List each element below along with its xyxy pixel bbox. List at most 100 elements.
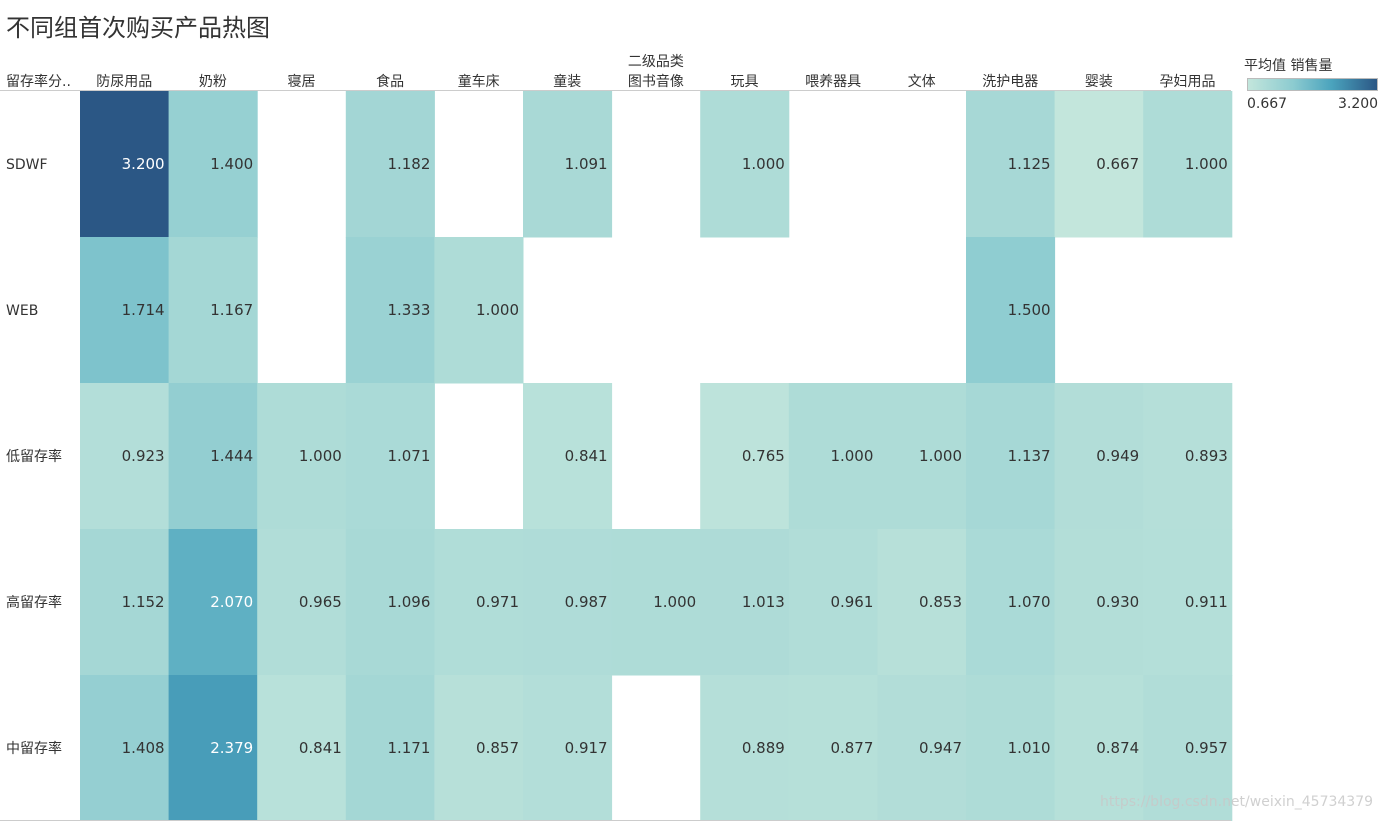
- row-label: 中留存率: [6, 740, 62, 757]
- heatmap-cell: [1143, 383, 1233, 530]
- cell-value-label: 0.930: [1096, 593, 1139, 611]
- heatmap-cell: [523, 91, 613, 238]
- heatmap-cell: [700, 91, 790, 238]
- heatmap-cell: [700, 675, 790, 821]
- cell-value-label: 1.137: [1008, 447, 1051, 465]
- column-label: 婴装: [1085, 74, 1113, 90]
- heatmap-cell: [80, 529, 170, 676]
- column-label: 喂养器具: [805, 74, 861, 90]
- column-label: 玩具: [731, 74, 759, 90]
- cell-value-label: 0.841: [565, 447, 608, 465]
- column-label: 孕妇用品: [1160, 73, 1216, 90]
- heatmap-cell: [434, 237, 524, 384]
- cell-value-label: 0.917: [565, 739, 608, 757]
- cell-value-label: 1.000: [1185, 155, 1228, 173]
- cell-value-label: 0.965: [299, 593, 342, 611]
- cell-value-label: 2.070: [210, 593, 253, 611]
- heatmap-cell: [168, 529, 258, 676]
- cell-value-label: 1.000: [742, 155, 785, 173]
- legend-color-ramp: [1247, 78, 1378, 91]
- cell-value-label: 1.152: [122, 593, 165, 611]
- cell-value-label: 0.893: [1185, 447, 1228, 465]
- cell-value-label: 0.765: [742, 447, 785, 465]
- row-label: 低留存率: [6, 448, 62, 465]
- legend-max-label: 3.200: [1338, 96, 1379, 112]
- heatmap-cell: [966, 383, 1056, 530]
- heatmap-cell: [434, 675, 524, 821]
- heatmap-cell: [345, 383, 435, 530]
- heatmap-cell: [523, 529, 613, 676]
- heatmap-cell: [345, 675, 435, 821]
- row-label: 高留存率: [6, 594, 62, 611]
- heatmap-cell: [1054, 383, 1144, 530]
- cell-value-label: 1.000: [653, 593, 696, 611]
- cell-value-label: 0.961: [830, 593, 873, 611]
- column-group-header: 二级品类: [628, 54, 684, 70]
- row-header-label: 留存率分..: [6, 73, 71, 90]
- cell-value-label: 3.200: [122, 155, 165, 173]
- cell-value-label: 1.096: [387, 593, 430, 611]
- cell-value-label: 0.947: [919, 739, 962, 757]
- cell-value-label: 1.000: [919, 447, 962, 465]
- cell-value-label: 0.853: [919, 593, 962, 611]
- heatmap-cell: [80, 383, 170, 530]
- cell-value-label: 1.125: [1008, 155, 1051, 173]
- column-label: 童车床: [458, 73, 500, 90]
- heatmap-cell: [1054, 529, 1144, 676]
- cell-value-label: 0.889: [742, 739, 785, 757]
- cell-value-label: 0.857: [476, 739, 519, 757]
- cell-value-label: 1.000: [830, 447, 873, 465]
- cell-value-label: 0.911: [1185, 593, 1228, 611]
- column-label: 洗护电器: [982, 74, 1038, 90]
- heatmap-cell: [788, 529, 878, 676]
- heatmap-cell: [80, 91, 170, 238]
- cell-value-label: 1.714: [122, 301, 165, 319]
- heatmap-cell: [168, 383, 258, 530]
- cell-value-label: 1.333: [387, 301, 430, 319]
- cell-value-label: 0.957: [1185, 739, 1228, 757]
- heatmap-cell: [788, 675, 878, 821]
- heatmap-cell: [523, 383, 613, 530]
- heatmap-cell: [168, 237, 258, 384]
- column-label: 图书音像: [628, 73, 684, 90]
- column-label: 寝居: [288, 73, 316, 90]
- cell-value-label: 1.013: [742, 593, 785, 611]
- cell-value-label: 1.010: [1008, 739, 1051, 757]
- heatmap-cell: [966, 675, 1056, 821]
- row-label: WEB: [6, 303, 38, 319]
- heatmap-cell: [1143, 91, 1233, 238]
- heatmap-cell: [877, 529, 967, 676]
- cell-value-label: 1.444: [210, 447, 253, 465]
- heatmap-cell: [966, 91, 1056, 238]
- heatmap-cell: [257, 383, 347, 530]
- heatmap-cell: [1054, 91, 1144, 238]
- legend-min-label: 0.667: [1247, 96, 1288, 112]
- heatmap-cell: [966, 529, 1056, 676]
- cell-value-label: 0.949: [1096, 447, 1139, 465]
- heatmap-cell: [700, 383, 790, 530]
- cell-value-label: 1.070: [1008, 593, 1051, 611]
- column-label: 食品: [376, 73, 404, 90]
- cell-value-label: 0.874: [1096, 739, 1139, 757]
- cell-value-label: 1.091: [565, 155, 608, 173]
- cell-value-label: 1.000: [476, 301, 519, 319]
- column-label: 奶粉: [199, 74, 227, 90]
- heatmap-cell: [257, 529, 347, 676]
- cell-value-label: 0.971: [476, 593, 519, 611]
- heatmap-cell: [1143, 529, 1233, 676]
- heatmap-cell: [434, 529, 524, 676]
- heatmap-cell: [257, 675, 347, 821]
- cell-value-label: 0.923: [122, 447, 165, 465]
- legend-title: 平均值 销售量: [1244, 58, 1333, 74]
- cell-value-label: 1.408: [122, 739, 165, 757]
- watermark: https://blog.csdn.net/weixin_45734379: [1100, 794, 1374, 810]
- heatmap-cell: [966, 237, 1056, 384]
- cell-value-label: 1.167: [210, 301, 253, 319]
- heatmap-cell: [168, 91, 258, 238]
- cell-value-label: 0.667: [1096, 155, 1139, 173]
- cell-value-label: 2.379: [210, 739, 253, 757]
- heatmap-cell: [168, 675, 258, 821]
- cell-value-label: 1.400: [210, 155, 253, 173]
- heatmap-cell: [877, 383, 967, 530]
- cell-value-label: 1.500: [1008, 301, 1051, 319]
